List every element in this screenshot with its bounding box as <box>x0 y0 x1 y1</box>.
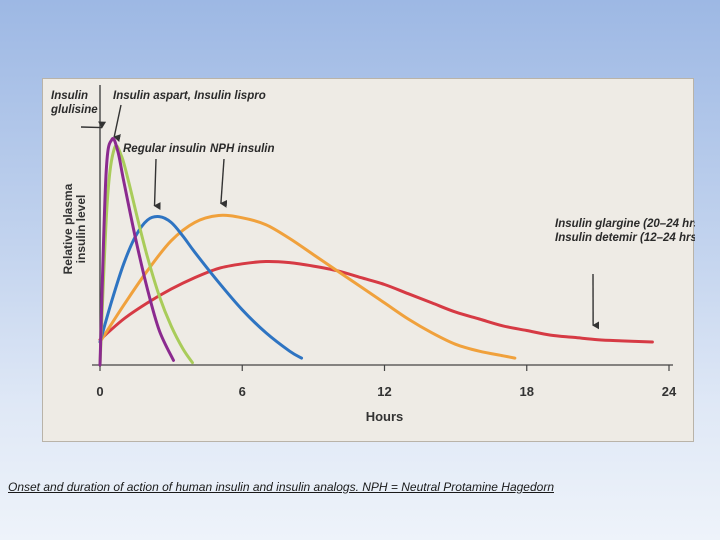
annotation-label-3: NPH insulin <box>210 143 275 155</box>
series-line-1 <box>98 144 194 367</box>
chart-annotations: Insulin glulisine Insulin aspart, Insulin … <box>50 90 695 330</box>
annotation-label-1-line-0: Insulin aspart, Insulin lispro <box>113 90 266 102</box>
annotation-arrow-1 <box>113 104 122 142</box>
x-tick-label-0: 0 <box>96 384 103 399</box>
annotation-label-0-line-0: Insulin <box>51 90 88 102</box>
insulin-action-chart: Insulin glulisine Insulin aspart, Insulin … <box>50 85 695 424</box>
chart-labels: 0 6 12 18 24 Hours Relative plasmainsulin leve… <box>61 183 677 424</box>
figure-caption: Onset and duration of action of human in… <box>8 480 554 494</box>
annotation-label-2: Regular insulin <box>123 143 206 155</box>
annotation-label-0-line-1: glulisine <box>50 104 98 116</box>
annotation-label-3-line-0: NPH insulin <box>210 143 275 155</box>
annotation-arrow-3 <box>219 158 228 208</box>
series-line-2 <box>98 215 304 360</box>
x-tick-label-24: 24 <box>662 384 677 399</box>
x-tick-label-18: 18 <box>520 384 534 399</box>
x-tick-label-12: 12 <box>377 384 391 399</box>
annotation-label-0: Insulin glulisine <box>50 90 98 116</box>
x-axis-label: Hours <box>366 409 404 424</box>
annotation-label-4-line-1: Insulin detemir (12–24 hrs) <box>555 232 695 244</box>
annotation-label-4-line-0: Insulin glargine (20–24 hrs) <box>555 218 695 230</box>
series-line-3 <box>98 213 517 360</box>
annotation-label-1: Insulin aspart, Insulin lispro <box>113 90 266 102</box>
chart-series <box>98 137 654 367</box>
annotation-label-4: Insulin glargine (20–24 hrs) Insulin dete… <box>555 218 695 244</box>
annotation-arrow-2 <box>153 158 161 210</box>
series-line-0 <box>98 137 175 367</box>
figure-panel: Insulin glulisine Insulin aspart, Insulin … <box>42 78 695 442</box>
y-axis-label-line-0: Relative plasma <box>61 183 75 274</box>
annotation-label-2-line-0: Regular insulin <box>123 143 206 155</box>
y-axis-label-line-1: insulin level <box>74 195 88 264</box>
annotation-arrow-0 <box>80 121 107 129</box>
y-axis-label: Relative plasmainsulin level <box>61 183 88 274</box>
x-tick-label-6: 6 <box>239 384 246 399</box>
series-line-4 <box>98 259 654 344</box>
